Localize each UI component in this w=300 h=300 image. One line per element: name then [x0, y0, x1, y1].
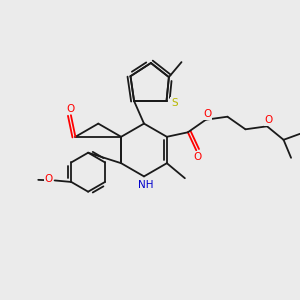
Text: NH: NH [138, 180, 153, 190]
Text: O: O [194, 152, 202, 162]
Text: O: O [264, 115, 272, 125]
Text: O: O [203, 109, 212, 119]
Text: S: S [171, 98, 178, 108]
Text: O: O [67, 103, 75, 114]
Text: O: O [44, 174, 52, 184]
